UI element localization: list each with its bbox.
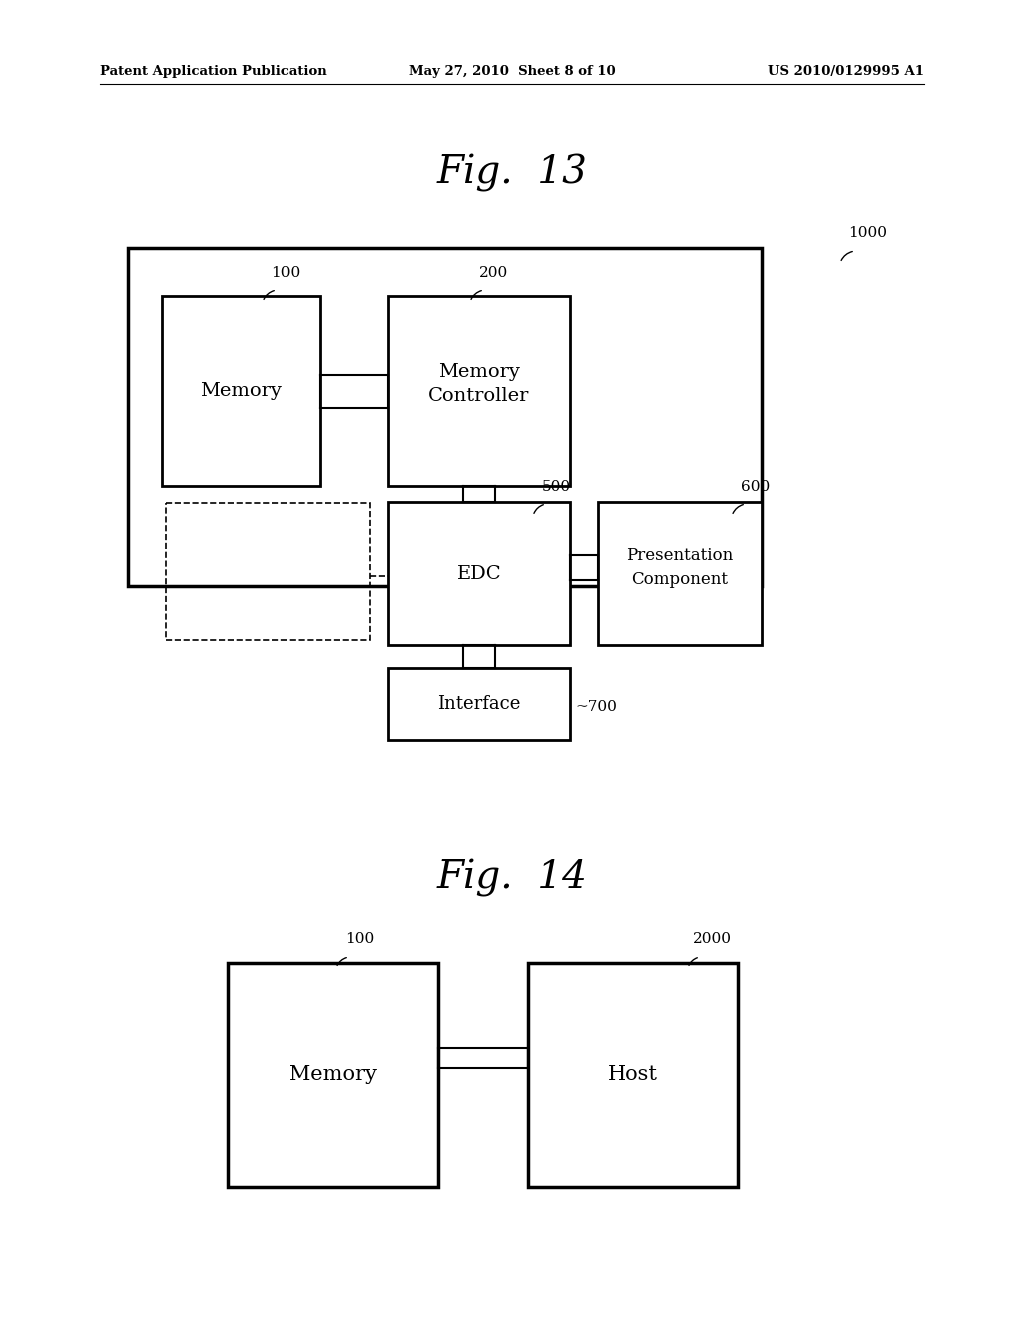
Text: Presentation: Presentation — [627, 548, 733, 565]
Text: 200: 200 — [479, 267, 509, 280]
Text: ~700: ~700 — [575, 700, 616, 714]
Text: Patent Application Publication: Patent Application Publication — [100, 66, 327, 78]
Text: 2000: 2000 — [692, 932, 731, 946]
Text: Memory: Memory — [200, 381, 282, 400]
Bar — [228, 964, 438, 1187]
Bar — [162, 296, 319, 486]
Bar — [128, 248, 762, 586]
Text: US 2010/0129995 A1: US 2010/0129995 A1 — [768, 66, 924, 78]
Text: Component: Component — [632, 572, 728, 589]
Text: Fig.  13: Fig. 13 — [436, 154, 588, 191]
Text: Interface: Interface — [437, 696, 520, 713]
Bar — [388, 502, 570, 645]
Bar — [166, 503, 370, 640]
Bar — [528, 964, 738, 1187]
Text: Host: Host — [608, 1065, 658, 1085]
Text: 1000: 1000 — [849, 226, 888, 240]
Text: EDC: EDC — [457, 565, 502, 583]
Text: Memory: Memory — [289, 1065, 377, 1085]
Text: Controller: Controller — [428, 387, 529, 405]
Text: Fig.  14: Fig. 14 — [436, 859, 588, 898]
Bar — [388, 296, 570, 486]
Text: 100: 100 — [345, 932, 375, 946]
Text: Memory: Memory — [438, 363, 520, 381]
Bar — [388, 668, 570, 741]
Text: 100: 100 — [271, 267, 301, 280]
Bar — [598, 502, 762, 645]
Text: 500: 500 — [542, 480, 570, 494]
Text: 600: 600 — [741, 480, 771, 494]
Text: May 27, 2010  Sheet 8 of 10: May 27, 2010 Sheet 8 of 10 — [409, 66, 615, 78]
